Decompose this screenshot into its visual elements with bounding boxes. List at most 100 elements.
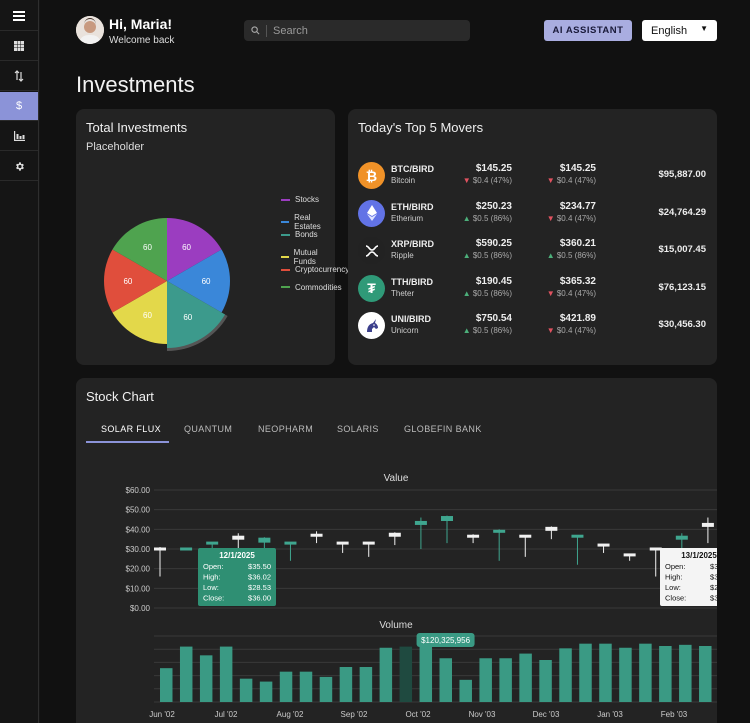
transfer-icon[interactable] — [0, 62, 38, 91]
candle[interactable] — [414, 520, 427, 525]
legend-item[interactable]: Stocks — [281, 195, 319, 204]
reports-icon[interactable] — [0, 122, 38, 151]
candle[interactable] — [649, 547, 662, 551]
candle[interactable] — [519, 534, 532, 538]
mover-change: ▼ $0.4 (47%) — [538, 176, 596, 185]
volume-bar[interactable] — [479, 658, 492, 702]
volume-bar[interactable] — [419, 643, 433, 702]
mover-row[interactable]: ₿ BTC/BIRD Bitcoin $145.25 ▼ $0.4 (47%) … — [348, 157, 717, 195]
y-tick-label: $0.00 — [130, 604, 151, 613]
volume-bar[interactable] — [339, 667, 353, 702]
dashboard-icon[interactable] — [0, 32, 38, 61]
volume-bar[interactable] — [519, 653, 532, 702]
volume-bar[interactable] — [319, 676, 333, 702]
tab-globefin-bank[interactable]: GLOBEFIN BANK — [404, 424, 482, 434]
volume-bar[interactable] — [579, 643, 592, 702]
legend-item[interactable]: Bonds — [281, 230, 318, 239]
tab-solar-flux[interactable]: SOLAR FLUX — [101, 424, 162, 434]
candle[interactable] — [180, 547, 193, 551]
tether-icon: ₮ — [358, 274, 385, 302]
candle[interactable] — [441, 516, 453, 521]
volume-bar[interactable] — [279, 671, 293, 702]
mover-row[interactable]: ETH/BIRD Etherium $250.23 ▲ $0.5 (86%) $… — [348, 195, 717, 233]
volume-bar[interactable] — [199, 655, 213, 702]
volume-bar[interactable] — [639, 643, 652, 702]
volume-bar[interactable] — [259, 681, 273, 702]
candle[interactable] — [597, 543, 610, 547]
mover-total: $95,887.00 — [658, 169, 706, 180]
candle[interactable] — [206, 541, 219, 545]
pie-slice[interactable] — [112, 281, 167, 344]
candle[interactable] — [675, 535, 688, 540]
candle[interactable] — [467, 534, 480, 538]
candle[interactable] — [493, 529, 506, 533]
volume-bar[interactable] — [599, 643, 612, 702]
mover-row[interactable]: XRP/BIRD Ripple $590.25 ▲ $0.5 (86%) $36… — [348, 232, 717, 270]
mover-price: $365.32 — [559, 275, 596, 287]
y-tick-label: $10.00 — [126, 584, 151, 593]
tooltip-value: $35.50 — [248, 562, 271, 571]
volume-bar[interactable] — [179, 646, 193, 702]
investments-icon[interactable]: $ — [0, 92, 38, 121]
legend-swatch — [281, 286, 290, 288]
volume-bar[interactable] — [559, 648, 572, 702]
candle[interactable] — [388, 532, 401, 537]
ai-assistant-button[interactable]: AI ASSISTANT — [544, 20, 632, 41]
pie-slice-label: 60 — [202, 277, 211, 286]
volume-bar[interactable] — [679, 644, 692, 702]
volume-bar[interactable] — [439, 658, 453, 702]
candle[interactable] — [336, 541, 349, 545]
candle[interactable] — [571, 534, 584, 538]
mover-row[interactable]: ₮ TTH/BIRD Theter $190.45 ▲ $0.5 (86%) $… — [348, 270, 717, 308]
legend-item[interactable]: Commodities — [281, 283, 342, 292]
pie-slice-label: 60 — [143, 243, 152, 252]
search-input[interactable] — [273, 24, 453, 37]
volume-bar[interactable] — [299, 671, 313, 702]
settings-icon[interactable] — [0, 152, 38, 181]
legend-item[interactable]: Mutual Funds — [281, 248, 335, 266]
candle[interactable] — [362, 541, 375, 545]
pie-slice[interactable] — [167, 249, 230, 313]
mover-symbol: XRP/BIRD — [391, 239, 435, 249]
volume-bar[interactable] — [659, 646, 672, 702]
candle[interactable] — [310, 533, 323, 537]
volume-bar[interactable] — [359, 667, 373, 702]
language-select[interactable]: English ▼ — [642, 20, 717, 41]
candle[interactable] — [545, 526, 558, 531]
mover-name: Theter — [391, 288, 415, 298]
pie-slice[interactable] — [167, 218, 222, 281]
mover-change: ▼ $0.4 (47%) — [458, 176, 512, 185]
volume-bar[interactable] — [619, 647, 632, 702]
pie-slice[interactable] — [112, 218, 167, 281]
candle[interactable] — [284, 541, 297, 545]
candle[interactable] — [701, 522, 714, 527]
pie-slice[interactable] — [104, 249, 167, 313]
candle[interactable] — [623, 553, 636, 557]
search-box[interactable] — [244, 20, 470, 41]
volume-bar[interactable] — [399, 646, 413, 702]
avatar[interactable] — [76, 16, 104, 44]
legend-item[interactable]: Real Estates — [281, 213, 335, 231]
volume-bar[interactable] — [699, 646, 712, 702]
tooltip-label: High: — [203, 573, 221, 582]
menu-icon[interactable] — [0, 2, 38, 31]
candle[interactable] — [154, 547, 166, 551]
tab-solaris[interactable]: SOLARIS — [337, 424, 379, 434]
volume-bar[interactable] — [459, 679, 472, 702]
candle[interactable] — [232, 535, 245, 540]
tab-neopharm[interactable]: NEOPHARM — [258, 424, 314, 434]
legend-swatch — [281, 255, 289, 258]
volume-bar[interactable] — [379, 647, 393, 702]
search-divider — [266, 24, 267, 37]
tab-quantum[interactable]: QUANTUM — [184, 424, 233, 434]
volume-bar[interactable] — [499, 658, 512, 702]
pie-slice[interactable] — [167, 281, 226, 348]
legend-item[interactable]: Cryptocurrency — [281, 265, 349, 274]
volume-bar[interactable] — [239, 678, 253, 702]
arrow-down-icon: ▼ — [546, 176, 555, 185]
candle[interactable] — [258, 537, 271, 543]
volume-bar[interactable] — [160, 668, 173, 702]
mover-row[interactable]: UNI/BIRD Unicorn $750.54 ▲ $0.5 (86%) $4… — [348, 307, 717, 345]
volume-bar[interactable] — [219, 646, 233, 702]
volume-bar[interactable] — [539, 660, 552, 702]
